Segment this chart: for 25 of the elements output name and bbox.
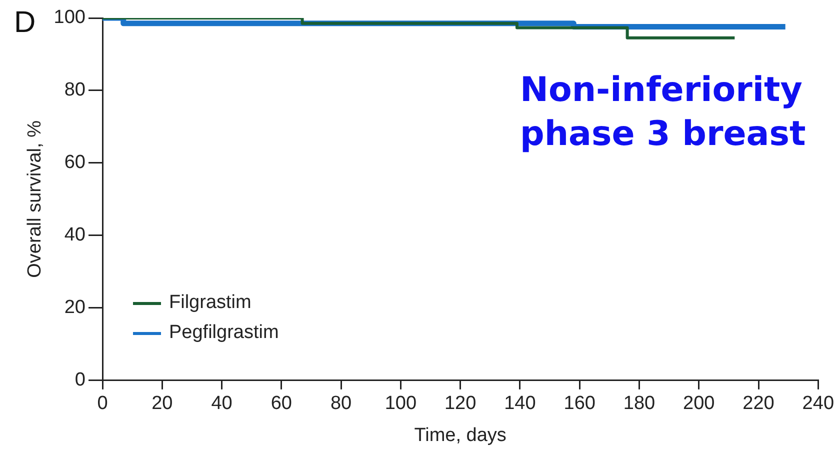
x-tick-label: 160 bbox=[564, 393, 596, 414]
y-tick-label: 0 bbox=[74, 370, 86, 391]
x-tick-label: 220 bbox=[742, 393, 774, 414]
x-tick-label: 100 bbox=[384, 393, 417, 414]
x-tick-label: 20 bbox=[152, 393, 173, 414]
x-tick-label: 240 bbox=[802, 393, 834, 414]
x-tick-label: 180 bbox=[623, 393, 656, 414]
y-tick-label: 80 bbox=[64, 80, 86, 101]
text: D bbox=[14, 6, 36, 40]
y-tick-label: 20 bbox=[64, 297, 86, 318]
y-tick-label: 60 bbox=[64, 152, 86, 174]
y-axis-title: Overall survival, % bbox=[24, 120, 46, 278]
x-tick-label: 0 bbox=[97, 393, 108, 414]
x-tick-label: 40 bbox=[211, 393, 232, 414]
x-tick-label: 120 bbox=[444, 393, 476, 414]
y-tick-label: 100 bbox=[54, 7, 86, 28]
x-tick-label: 140 bbox=[504, 393, 536, 414]
x-tick-label: 200 bbox=[683, 393, 715, 414]
x-axis-title: Time, days bbox=[414, 424, 506, 446]
annotation: Non-inferiority phase 3 breast bbox=[520, 69, 807, 156]
legend-label: Filgrastim bbox=[169, 292, 252, 314]
legend-label: Pegfilgrastim bbox=[169, 322, 279, 344]
x-tick-label: 80 bbox=[330, 393, 352, 414]
x-tick-label: 60 bbox=[270, 393, 292, 414]
y-tick-label: 40 bbox=[64, 224, 86, 246]
